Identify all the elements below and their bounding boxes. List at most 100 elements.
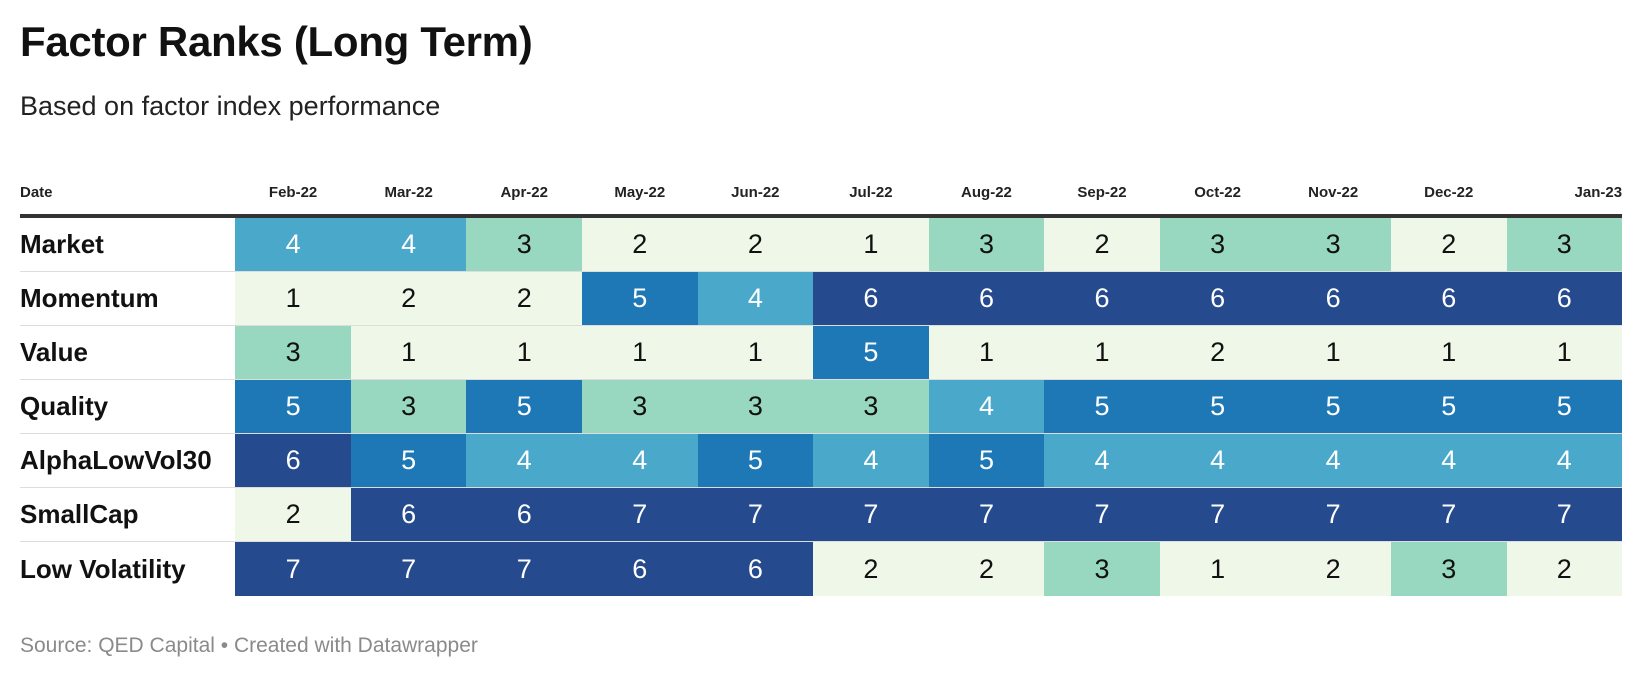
table-header-row: Date Feb-22 Mar-22 Apr-22 May-22 Jun-22 Jul-2…: [20, 170, 1622, 218]
month-column-header: Aug-22: [961, 183, 1012, 201]
rank-cell: 1: [582, 326, 698, 379]
rank-cell: 5: [1390, 380, 1507, 433]
rank-cell: 3: [813, 380, 929, 433]
rank-cell: 6: [466, 488, 582, 541]
table-row: Market 4 4 3 2 2 1 3 2 3 3 2 3: [20, 218, 1623, 272]
rank-cell: 6: [1044, 272, 1160, 325]
rank-cell: 5: [1275, 380, 1391, 433]
rank-cell: 6: [350, 488, 467, 541]
rank-cell: 6: [1159, 272, 1276, 325]
rank-cell: 2: [1159, 326, 1276, 379]
rank-cell: 4: [235, 218, 351, 271]
rank-cell: 3: [928, 218, 1045, 271]
table-row: Quality 5 3 5 3 3 3 4 5 5 5 5 5: [20, 380, 1623, 434]
rank-cell: 1: [350, 326, 467, 379]
rank-cell: 6: [582, 542, 698, 596]
factor-label: Momentum: [20, 283, 159, 313]
rank-table: Date Feb-22 Mar-22 Apr-22 May-22 Jun-22 Jul-2…: [20, 170, 1623, 596]
table-row: Momentum 1 2 2 5 4 6 6 6 6 6 6 6: [20, 272, 1623, 326]
rank-cell: 5: [697, 434, 814, 487]
chart-subtitle: Based on factor index performance: [20, 91, 441, 121]
month-column-header: Nov-22: [1308, 183, 1359, 201]
rank-cell: 2: [350, 272, 467, 325]
rank-cell: 4: [1159, 434, 1276, 487]
rank-cell: 1: [813, 218, 929, 271]
rank-cell: 6: [1506, 272, 1623, 325]
rank-cell: 4: [466, 434, 582, 487]
rank-cell: 2: [697, 218, 814, 271]
month-column-header: May-22: [614, 183, 666, 201]
rank-cell: 1: [928, 326, 1045, 379]
rank-cell: 6: [928, 272, 1045, 325]
table-row: Low Volatility 7 7 7 6 6 2 2 3 1 2 3 2: [20, 542, 1623, 596]
rank-cell: 5: [813, 326, 929, 379]
rank-cell: 5: [1044, 380, 1160, 433]
rank-cell: 3: [235, 326, 351, 379]
rank-cell: 3: [697, 380, 814, 433]
rank-cell: 2: [813, 542, 929, 596]
month-column-header: Jul-22: [849, 183, 893, 201]
rank-cell: 5: [466, 380, 582, 433]
rank-cell: 2: [1044, 218, 1160, 271]
rank-cell: 5: [928, 434, 1045, 487]
rank-cell: 4: [813, 434, 929, 487]
rank-cell: 7: [1159, 488, 1276, 541]
rank-cell: 6: [697, 542, 814, 596]
factor-label: AlphaLowVol30: [20, 445, 212, 475]
chart-title: Factor Ranks (Long Term): [20, 18, 533, 65]
rank-cell: 7: [1506, 488, 1623, 541]
rank-cell: 2: [928, 542, 1045, 596]
rank-cell: 4: [582, 434, 698, 487]
rank-cell: 7: [928, 488, 1045, 541]
month-column-header: Sep-22: [1077, 183, 1127, 201]
rank-cell: 2: [1275, 542, 1391, 596]
rank-cell: 6: [813, 272, 929, 325]
rank-cell: 6: [1275, 272, 1391, 325]
rank-cell: 7: [1390, 488, 1507, 541]
rank-cell: 3: [1390, 542, 1507, 596]
rank-cell: 5: [350, 434, 467, 487]
rank-cell: 1: [1044, 326, 1160, 379]
rank-cell: 2: [235, 488, 351, 541]
rank-cell: 4: [1275, 434, 1391, 487]
rank-cell: 5: [1159, 380, 1276, 433]
factor-label: Quality: [20, 391, 109, 421]
month-column-header: Mar-22: [384, 183, 433, 201]
rank-cell: 2: [582, 218, 698, 271]
rank-cell: 3: [582, 380, 698, 433]
factor-label: Low Volatility: [20, 553, 186, 584]
rank-cell: 4: [1390, 434, 1507, 487]
rank-cell: 4: [350, 218, 467, 271]
date-column-header: Date: [20, 183, 53, 201]
rank-cell: 1: [466, 326, 582, 379]
factor-label: Value: [20, 337, 88, 367]
rank-cell: 7: [813, 488, 929, 541]
rank-cell: 4: [697, 272, 814, 325]
rank-cell: 7: [466, 542, 582, 596]
factor-label: Market: [20, 229, 104, 259]
rank-cell: 1: [697, 326, 814, 379]
rank-cell: 3: [1159, 218, 1276, 271]
rank-cell: 1: [235, 272, 351, 325]
rank-cell: 7: [235, 542, 351, 596]
rank-cell: 7: [697, 488, 814, 541]
month-column-header: Jun-22: [731, 183, 780, 201]
rank-cell: 7: [350, 542, 467, 596]
rank-cell: 2: [466, 272, 582, 325]
rank-cell: 7: [1044, 488, 1160, 541]
source-credit: Source: QED Capital • Created with Dataw…: [20, 634, 478, 657]
month-column-header: Jan-23: [1574, 183, 1623, 201]
month-column-header: Dec-22: [1424, 183, 1474, 201]
rank-cell: 5: [235, 380, 351, 433]
rank-cell: 3: [1044, 542, 1160, 596]
rank-cell: 1: [1275, 326, 1391, 379]
rank-cell: 2: [1506, 542, 1623, 596]
rank-cell: 1: [1159, 542, 1276, 596]
rank-cell: 1: [1390, 326, 1507, 379]
rank-cell: 4: [928, 380, 1045, 433]
rank-cell: 3: [1506, 218, 1623, 271]
table-row: AlphaLowVol30 6 5 4 4 5 4 5 4 4 4 4 4: [20, 434, 1623, 488]
month-column-header: Feb-22: [268, 183, 318, 201]
rank-cell: 3: [350, 380, 467, 433]
rank-cell: 3: [466, 218, 582, 271]
